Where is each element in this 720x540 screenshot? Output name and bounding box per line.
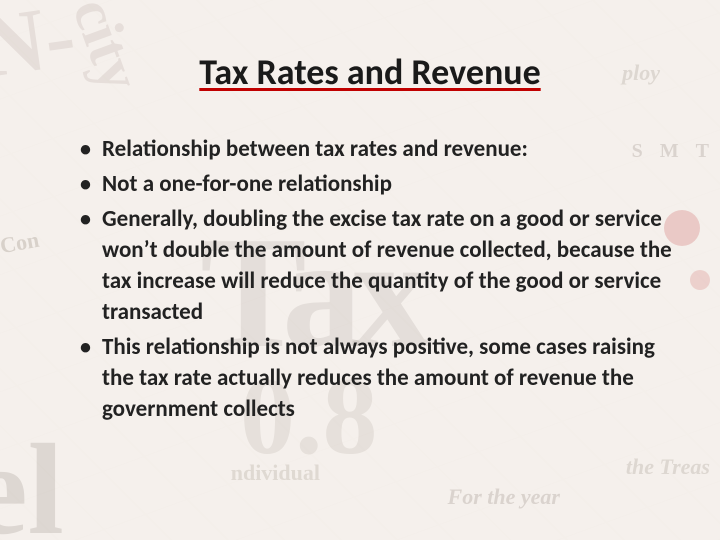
slide-title: Tax Rates and Revenue (60, 50, 680, 94)
bullet-item: Generally, doubling the excise tax rate … (80, 204, 680, 328)
bullet-item: Not a one-for-one relationship (80, 169, 680, 200)
bullet-item: Relationship between tax rates and reven… (80, 134, 680, 165)
bullet-item: This relationship is not always positive… (80, 332, 680, 425)
bullet-list: Relationship between tax rates and reven… (60, 134, 680, 425)
slide: Tax Rates and Revenue Relationship betwe… (0, 0, 720, 540)
